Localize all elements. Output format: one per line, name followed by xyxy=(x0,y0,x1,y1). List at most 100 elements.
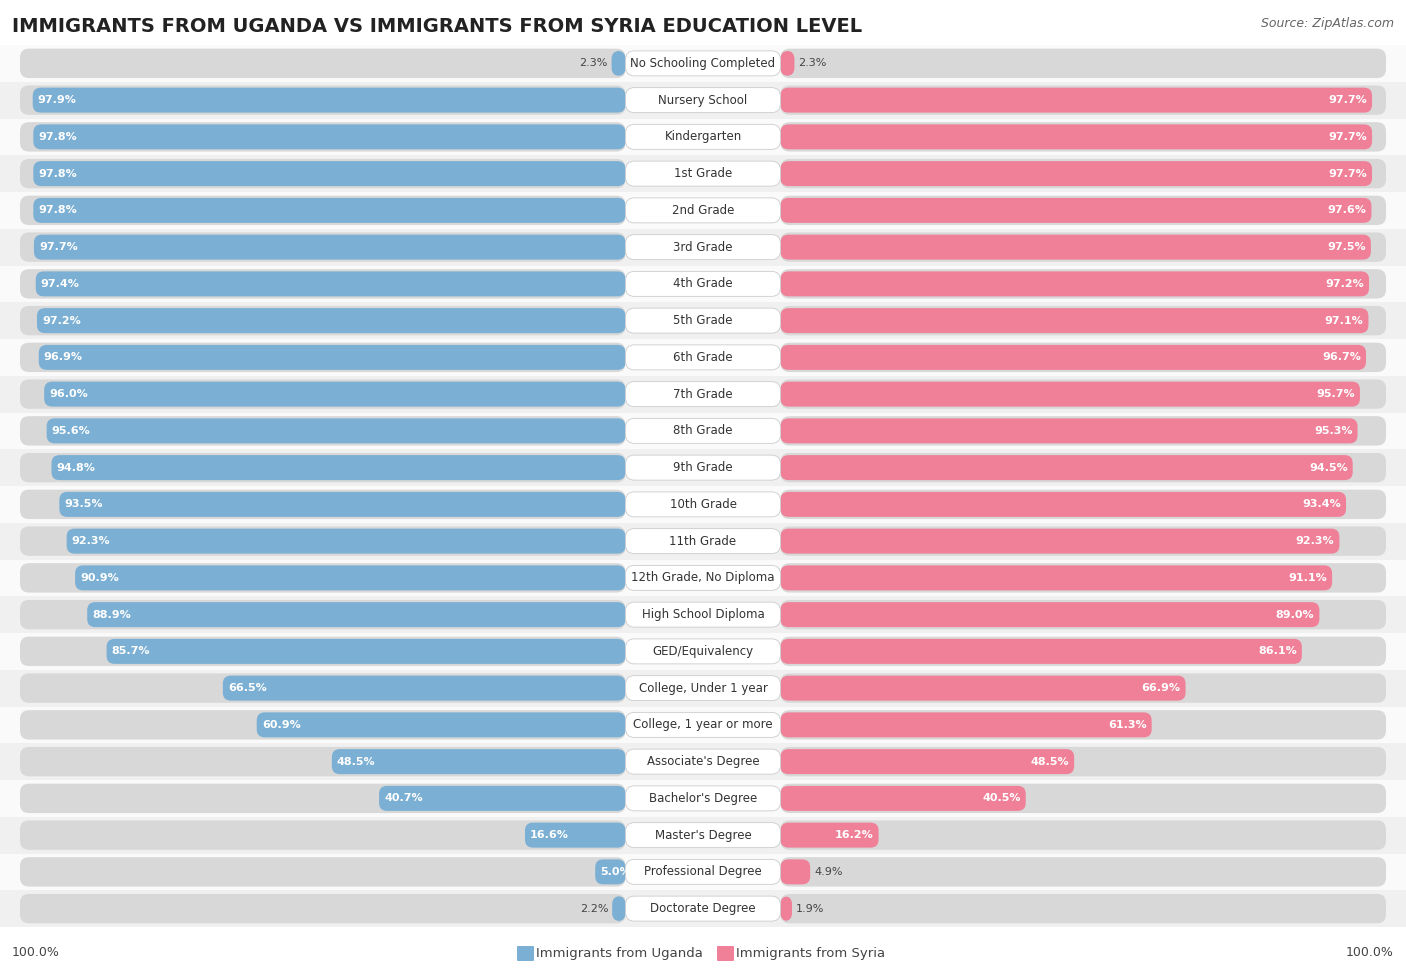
FancyBboxPatch shape xyxy=(780,125,1372,149)
FancyBboxPatch shape xyxy=(626,676,780,701)
Text: 96.7%: 96.7% xyxy=(1322,352,1361,363)
FancyBboxPatch shape xyxy=(612,51,626,76)
FancyBboxPatch shape xyxy=(780,713,1152,737)
Text: 9th Grade: 9th Grade xyxy=(673,461,733,474)
Text: 91.1%: 91.1% xyxy=(1288,573,1327,583)
Bar xyxy=(0,597,1406,633)
FancyBboxPatch shape xyxy=(20,49,626,78)
Bar xyxy=(0,229,1406,265)
FancyBboxPatch shape xyxy=(780,122,1386,151)
Text: 85.7%: 85.7% xyxy=(111,646,150,656)
FancyBboxPatch shape xyxy=(44,381,626,407)
FancyBboxPatch shape xyxy=(20,894,626,923)
Text: 4th Grade: 4th Grade xyxy=(673,277,733,291)
FancyBboxPatch shape xyxy=(66,528,626,554)
FancyBboxPatch shape xyxy=(626,198,780,223)
FancyBboxPatch shape xyxy=(20,747,626,776)
FancyBboxPatch shape xyxy=(626,51,780,76)
Bar xyxy=(0,302,1406,339)
FancyBboxPatch shape xyxy=(46,418,626,444)
Text: Professional Degree: Professional Degree xyxy=(644,866,762,878)
Text: College, Under 1 year: College, Under 1 year xyxy=(638,682,768,694)
Text: 96.9%: 96.9% xyxy=(44,352,83,363)
FancyBboxPatch shape xyxy=(780,196,1386,225)
Bar xyxy=(0,743,1406,780)
Bar xyxy=(0,45,1406,82)
Bar xyxy=(0,375,1406,412)
Text: 94.8%: 94.8% xyxy=(56,462,96,473)
Text: 2nd Grade: 2nd Grade xyxy=(672,204,734,216)
Bar xyxy=(0,560,1406,597)
Text: Doctorate Degree: Doctorate Degree xyxy=(650,902,756,916)
FancyBboxPatch shape xyxy=(780,271,1369,296)
Text: 8th Grade: 8th Grade xyxy=(673,424,733,438)
Text: 11th Grade: 11th Grade xyxy=(669,534,737,548)
Text: No Schooling Completed: No Schooling Completed xyxy=(630,57,776,70)
FancyBboxPatch shape xyxy=(34,235,626,259)
FancyBboxPatch shape xyxy=(626,418,780,444)
Bar xyxy=(0,119,1406,155)
FancyBboxPatch shape xyxy=(20,416,626,446)
Text: Immigrants from Syria: Immigrants from Syria xyxy=(735,947,886,959)
Text: 3rd Grade: 3rd Grade xyxy=(673,241,733,254)
Text: 10th Grade: 10th Grade xyxy=(669,498,737,511)
FancyBboxPatch shape xyxy=(780,603,1319,627)
Text: 96.0%: 96.0% xyxy=(49,389,89,399)
FancyBboxPatch shape xyxy=(20,379,626,409)
FancyBboxPatch shape xyxy=(626,859,780,884)
FancyBboxPatch shape xyxy=(780,639,1302,664)
FancyBboxPatch shape xyxy=(626,125,780,149)
Text: 95.6%: 95.6% xyxy=(52,426,90,436)
FancyBboxPatch shape xyxy=(780,786,1026,811)
FancyBboxPatch shape xyxy=(717,946,734,961)
Text: Nursery School: Nursery School xyxy=(658,94,748,106)
FancyBboxPatch shape xyxy=(626,713,780,737)
Text: 89.0%: 89.0% xyxy=(1275,609,1315,620)
FancyBboxPatch shape xyxy=(780,416,1386,446)
Bar xyxy=(0,853,1406,890)
Text: 5.0%: 5.0% xyxy=(600,867,631,877)
FancyBboxPatch shape xyxy=(20,784,626,813)
FancyBboxPatch shape xyxy=(20,820,626,850)
FancyBboxPatch shape xyxy=(626,528,780,554)
FancyBboxPatch shape xyxy=(780,747,1386,776)
Text: 4.9%: 4.9% xyxy=(814,867,842,877)
Bar xyxy=(0,817,1406,853)
Text: 48.5%: 48.5% xyxy=(1031,757,1069,766)
Text: 6th Grade: 6th Grade xyxy=(673,351,733,364)
FancyBboxPatch shape xyxy=(20,269,626,298)
FancyBboxPatch shape xyxy=(780,710,1386,740)
Text: 66.5%: 66.5% xyxy=(228,683,267,693)
FancyBboxPatch shape xyxy=(37,308,626,333)
Text: 2.3%: 2.3% xyxy=(579,58,607,68)
FancyBboxPatch shape xyxy=(626,455,780,480)
FancyBboxPatch shape xyxy=(20,342,626,372)
Text: 97.8%: 97.8% xyxy=(38,132,77,142)
FancyBboxPatch shape xyxy=(20,306,626,335)
FancyBboxPatch shape xyxy=(35,271,626,296)
Text: Master's Degree: Master's Degree xyxy=(655,829,751,841)
FancyBboxPatch shape xyxy=(32,88,626,113)
FancyBboxPatch shape xyxy=(780,784,1386,813)
Bar xyxy=(0,82,1406,119)
Text: 97.6%: 97.6% xyxy=(1327,206,1367,215)
FancyBboxPatch shape xyxy=(20,857,626,886)
FancyBboxPatch shape xyxy=(20,86,626,115)
Text: 92.3%: 92.3% xyxy=(72,536,110,546)
Text: 5th Grade: 5th Grade xyxy=(673,314,733,328)
Text: 7th Grade: 7th Grade xyxy=(673,388,733,401)
FancyBboxPatch shape xyxy=(780,86,1386,115)
FancyBboxPatch shape xyxy=(626,896,780,921)
Text: 97.2%: 97.2% xyxy=(42,316,80,326)
FancyBboxPatch shape xyxy=(780,342,1386,372)
Text: 95.3%: 95.3% xyxy=(1315,426,1353,436)
Text: 2.2%: 2.2% xyxy=(579,904,609,914)
FancyBboxPatch shape xyxy=(780,489,1386,519)
Bar xyxy=(0,155,1406,192)
FancyBboxPatch shape xyxy=(780,381,1360,407)
Text: 60.9%: 60.9% xyxy=(262,720,301,730)
FancyBboxPatch shape xyxy=(780,491,1346,517)
Bar xyxy=(0,890,1406,927)
FancyBboxPatch shape xyxy=(780,823,879,847)
Text: 2.3%: 2.3% xyxy=(799,58,827,68)
